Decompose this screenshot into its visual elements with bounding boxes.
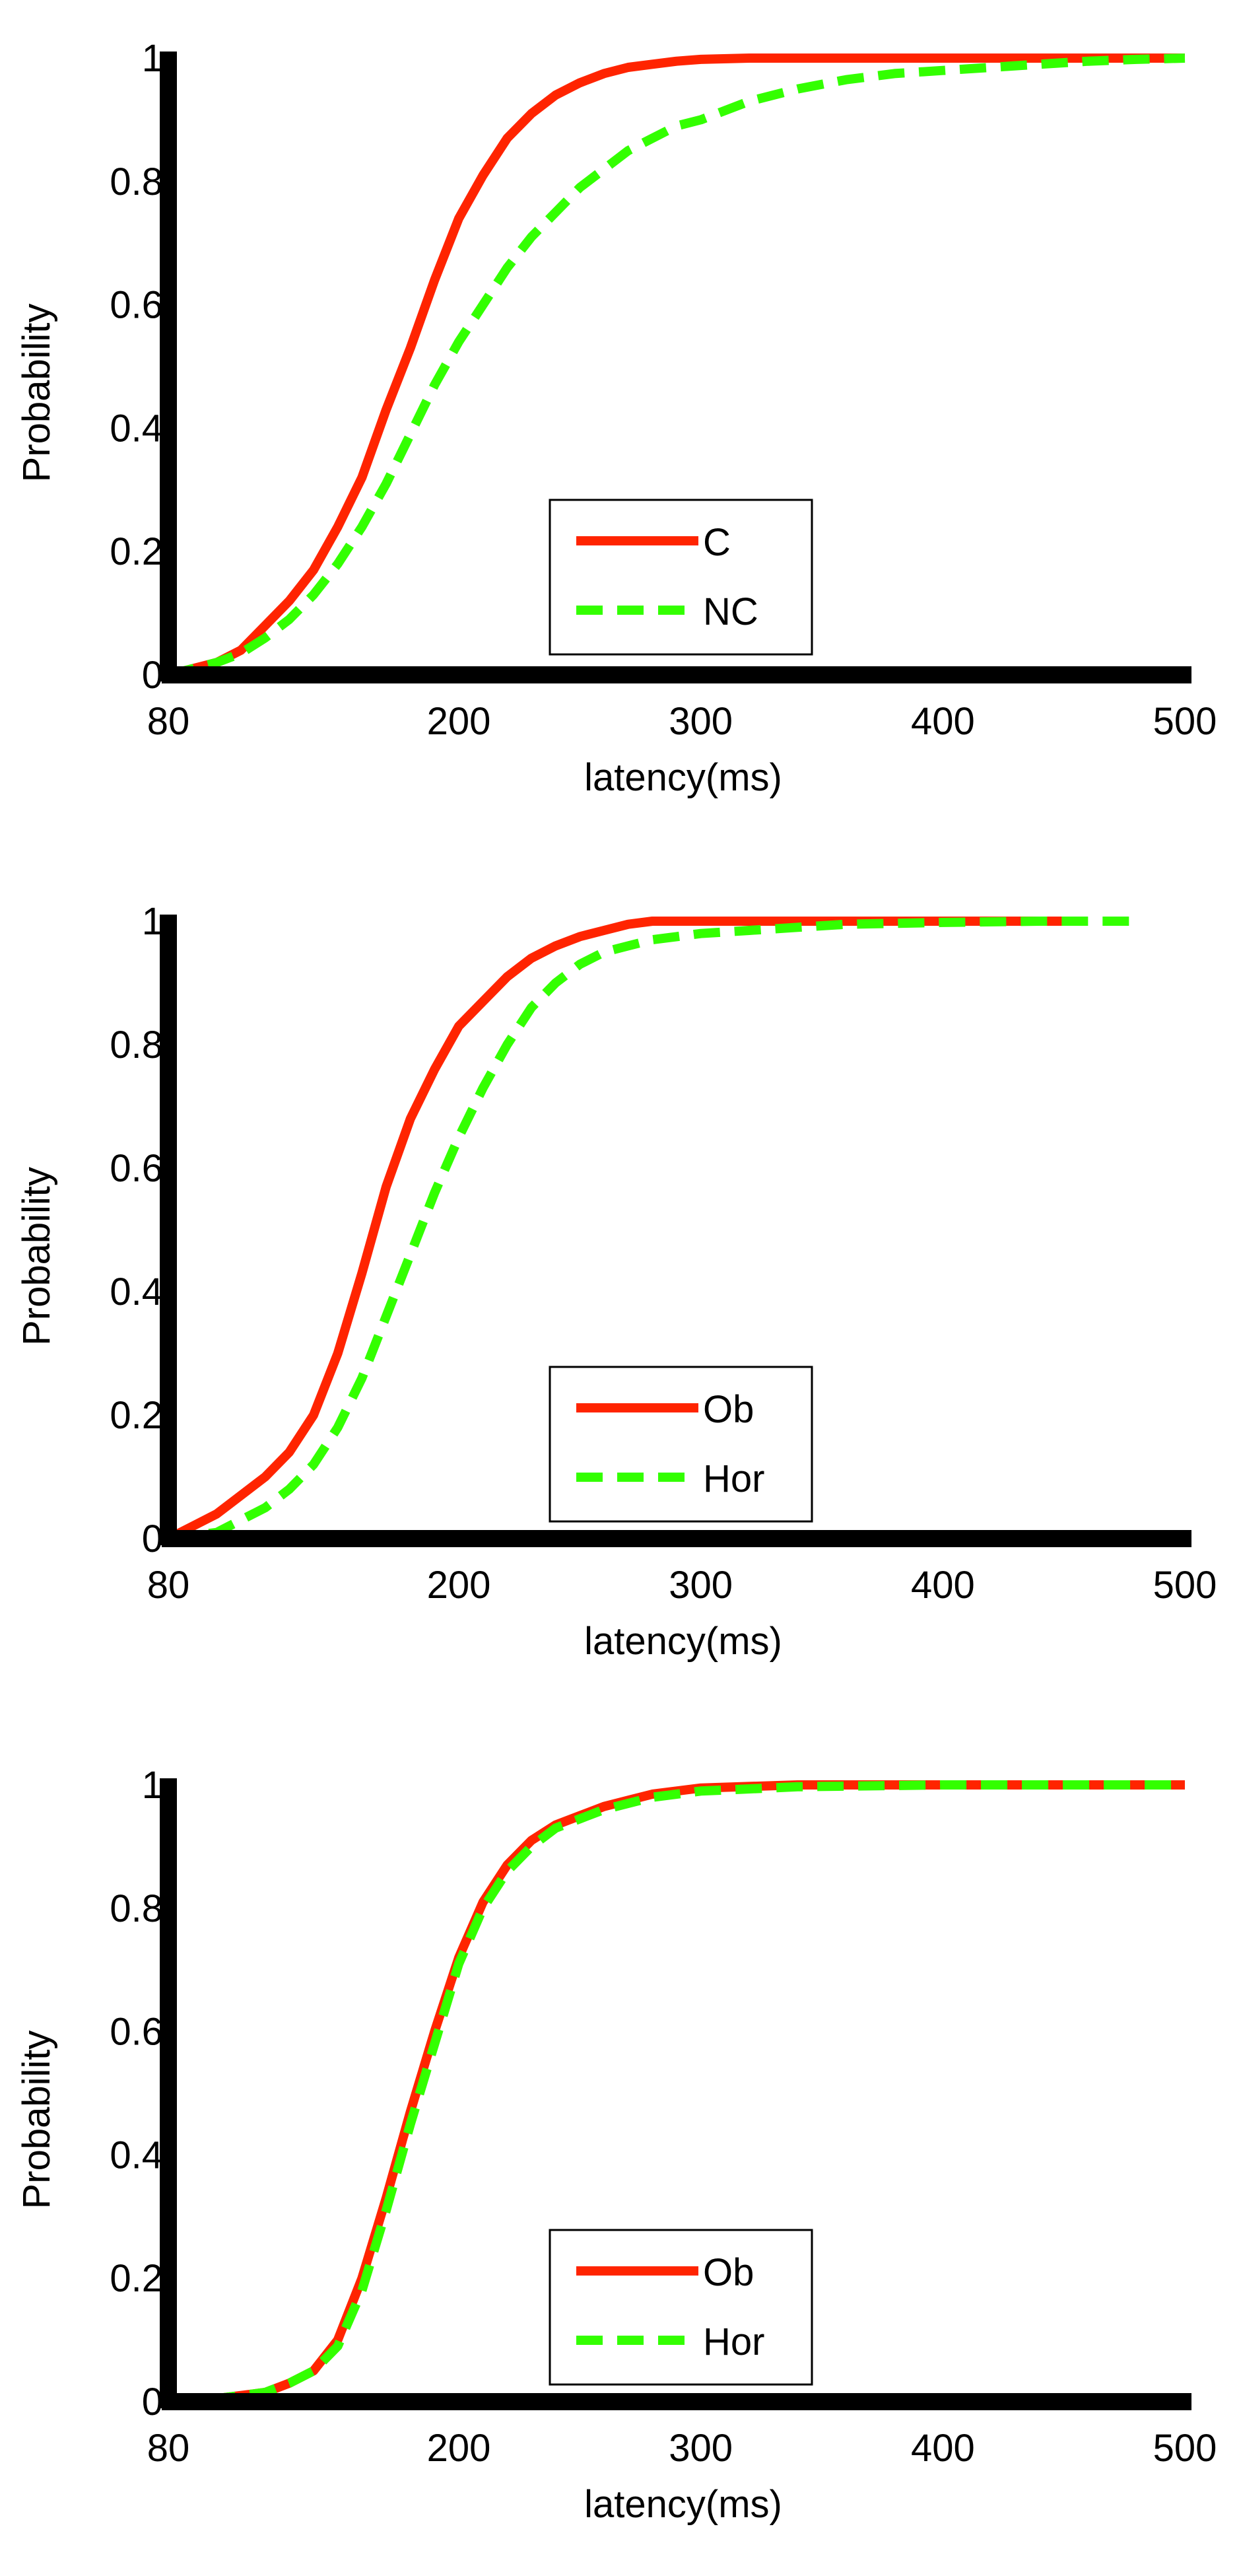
y-axis-title: Probability xyxy=(15,1167,58,1346)
y-tick-label: 1 xyxy=(142,1764,163,1807)
chart-panel-1: 80 200 300 400 500 0 0.2 0.4 0.6 0.8 1 latency(ms) P… xyxy=(15,37,1217,799)
y-tick-label: 0.2 xyxy=(110,2257,163,2300)
x-axis-title: latency(ms) xyxy=(584,1620,782,1663)
y-tick-label: 0.2 xyxy=(110,530,163,573)
series-line-hor xyxy=(168,1780,1185,2406)
x-tick-label: 80 xyxy=(147,2427,190,2470)
legend-label-nc: NC xyxy=(703,590,758,633)
x-tick-label: 500 xyxy=(1153,700,1217,743)
legend: C NC xyxy=(549,499,813,656)
x-tick-label: 500 xyxy=(1153,2427,1217,2470)
legend-label-ob: Ob xyxy=(703,2251,754,2294)
x-tick-label: 200 xyxy=(427,2427,491,2470)
legend-box xyxy=(549,1366,813,1523)
legend-box xyxy=(549,2229,813,2386)
x-tick-label: 400 xyxy=(911,700,975,743)
x-tick-label: 300 xyxy=(669,1564,733,1607)
legend-label-ob: Ob xyxy=(703,1388,754,1431)
y-tick-label: 0.6 xyxy=(110,2011,163,2054)
x-tick-label: 80 xyxy=(147,1564,190,1607)
x-tick-label: 80 xyxy=(147,700,190,743)
y-tick-label: 0 xyxy=(142,654,163,697)
x-tick-label: 200 xyxy=(427,1564,491,1607)
x-tick-label: 400 xyxy=(911,1564,975,1607)
chart-panel-3: 80 200 300 400 500 0 0.2 0.4 0.6 0.8 1 latency(ms) P… xyxy=(15,1764,1217,2526)
legend-label-hor: Hor xyxy=(703,2320,764,2363)
y-axis-title: Probability xyxy=(15,304,58,483)
y-tick-label: 0.2 xyxy=(110,1394,163,1437)
legend-box xyxy=(549,499,813,656)
legend-label-hor: Hor xyxy=(703,1457,764,1500)
legend: Ob Hor xyxy=(549,2229,813,2386)
y-tick-label: 0.4 xyxy=(110,1271,163,1313)
x-tick-label: 200 xyxy=(427,700,491,743)
y-axis-title: Probability xyxy=(15,2031,58,2210)
x-axis-title: latency(ms) xyxy=(584,2483,782,2526)
y-tick-label: 0.8 xyxy=(110,160,163,203)
y-tick-label: 0 xyxy=(142,1517,163,1560)
y-tick-label: 1 xyxy=(142,37,163,80)
x-axis-title: latency(ms) xyxy=(584,756,782,799)
series-line-ob xyxy=(166,917,1064,1543)
x-tick-label: 300 xyxy=(669,2427,733,2470)
y-tick-label: 0.4 xyxy=(110,407,163,450)
x-tick-label: 500 xyxy=(1153,1564,1217,1607)
x-tick-label: 400 xyxy=(911,2427,975,2470)
legend-label-c: C xyxy=(703,521,731,564)
y-tick-label: 0.4 xyxy=(110,2134,163,2176)
y-tick-label: 0 xyxy=(142,2381,163,2423)
y-tick-label: 0.8 xyxy=(110,1024,163,1066)
y-tick-label: 0.6 xyxy=(110,1147,163,1190)
y-tick-label: 0.8 xyxy=(110,1887,163,1930)
series-line-c xyxy=(167,53,1185,679)
series-line-nc xyxy=(167,53,1186,679)
y-tick-label: 0.6 xyxy=(110,284,163,327)
x-tick-label: 300 xyxy=(669,700,733,743)
legend: Ob Hor xyxy=(549,1366,813,1523)
y-tick-label: 1 xyxy=(142,900,163,943)
series-line-hor xyxy=(168,917,1137,1543)
chart-panel-2: 80 200 300 400 500 0 0.2 0.4 0.6 0.8 1 latency(ms) P… xyxy=(15,900,1217,1663)
